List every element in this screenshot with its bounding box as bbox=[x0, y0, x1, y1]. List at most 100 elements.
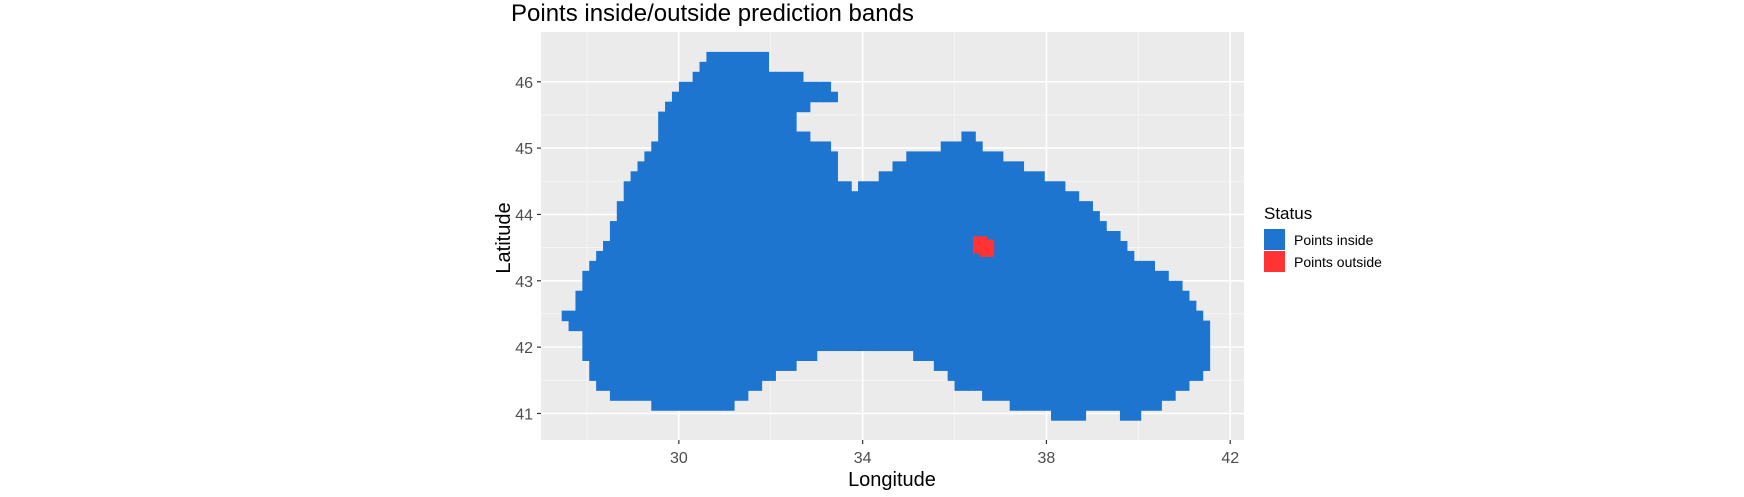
cell-inside bbox=[782, 191, 790, 202]
cell-inside bbox=[1002, 250, 1011, 262]
cell-inside bbox=[982, 380, 990, 391]
cell-inside bbox=[899, 340, 907, 352]
cell-inside bbox=[637, 250, 645, 262]
cell-inside bbox=[837, 340, 845, 352]
cell-inside bbox=[1188, 310, 1197, 322]
cell-inside bbox=[802, 300, 811, 312]
cell-inside bbox=[1002, 310, 1011, 322]
cell-inside bbox=[823, 141, 832, 153]
cell-inside bbox=[720, 300, 728, 312]
cell-inside bbox=[899, 270, 907, 282]
cell-inside bbox=[1085, 370, 1093, 381]
cell-inside bbox=[968, 181, 976, 192]
cell-inside bbox=[768, 280, 776, 292]
cell-inside bbox=[754, 380, 763, 391]
cell-outside bbox=[979, 236, 988, 247]
cell-inside bbox=[665, 270, 673, 282]
cell-inside bbox=[603, 310, 611, 322]
cell-inside bbox=[851, 201, 859, 212]
cell-inside bbox=[1030, 400, 1038, 411]
cell-inside bbox=[1195, 310, 1204, 322]
cell-inside bbox=[1071, 211, 1080, 222]
cell-inside bbox=[727, 71, 735, 83]
cell-inside bbox=[1092, 370, 1100, 381]
cell-inside bbox=[968, 221, 976, 232]
cell-inside bbox=[1140, 350, 1149, 361]
cell-inside bbox=[782, 181, 790, 192]
cell-inside bbox=[623, 250, 632, 262]
cell-inside bbox=[823, 211, 832, 222]
cell-inside bbox=[1030, 340, 1038, 352]
cell-inside bbox=[1161, 330, 1169, 342]
cell-inside bbox=[858, 231, 866, 242]
cell-inside bbox=[899, 181, 907, 192]
cell-inside bbox=[768, 161, 776, 172]
cell-inside bbox=[1113, 240, 1121, 252]
cell-inside bbox=[1016, 290, 1025, 302]
cell-inside bbox=[665, 370, 673, 381]
cell-inside bbox=[685, 250, 694, 262]
cell-inside bbox=[623, 211, 632, 222]
cell-inside bbox=[816, 250, 825, 262]
cell-inside bbox=[651, 360, 659, 371]
cell-inside bbox=[706, 380, 714, 391]
cell-inside bbox=[1126, 390, 1135, 401]
cell-inside bbox=[665, 300, 673, 312]
cell-inside bbox=[733, 231, 742, 242]
cell-inside bbox=[651, 181, 659, 192]
cell-inside bbox=[1154, 380, 1162, 391]
cell-inside bbox=[982, 151, 990, 162]
cell-inside bbox=[713, 51, 721, 63]
cell-inside bbox=[802, 91, 811, 103]
cell-inside bbox=[692, 270, 701, 282]
cell-inside bbox=[1126, 280, 1135, 292]
cell-inside bbox=[954, 151, 963, 162]
cell-inside bbox=[1044, 400, 1052, 411]
cell-inside bbox=[637, 270, 645, 282]
cell-inside bbox=[678, 310, 687, 322]
cell-inside bbox=[823, 310, 832, 322]
cell-inside bbox=[871, 191, 880, 202]
cell-inside bbox=[995, 330, 1004, 342]
cell-inside bbox=[1154, 320, 1162, 332]
cell-inside bbox=[995, 320, 1004, 332]
cell-inside bbox=[713, 201, 721, 212]
cell-inside bbox=[706, 51, 714, 63]
cell-inside bbox=[609, 390, 618, 401]
cell-inside bbox=[623, 350, 632, 361]
cell-inside bbox=[906, 231, 914, 242]
cell-inside bbox=[1037, 221, 1045, 232]
cell-inside bbox=[1175, 310, 1183, 322]
cell-inside bbox=[926, 330, 935, 342]
cell-inside bbox=[713, 250, 721, 262]
cell-inside bbox=[913, 300, 921, 312]
cell-inside bbox=[713, 171, 721, 182]
cell-inside bbox=[864, 290, 873, 302]
cell-inside bbox=[796, 161, 804, 172]
cell-inside bbox=[864, 270, 873, 282]
cell-inside bbox=[692, 360, 701, 371]
cell-inside bbox=[747, 231, 756, 242]
cell-inside bbox=[754, 161, 763, 172]
cell-inside bbox=[975, 270, 983, 282]
cell-inside bbox=[768, 191, 776, 202]
cell-inside bbox=[740, 270, 749, 282]
cell-inside bbox=[954, 141, 963, 153]
cell-inside bbox=[995, 221, 1004, 232]
cell-inside bbox=[926, 320, 935, 332]
cell-inside bbox=[851, 231, 859, 242]
cell-inside bbox=[761, 51, 770, 63]
cell-inside bbox=[899, 171, 907, 182]
cell-inside bbox=[685, 380, 694, 391]
cell-inside bbox=[1078, 330, 1087, 342]
cell-inside bbox=[1002, 171, 1011, 182]
cell-inside bbox=[1002, 380, 1011, 391]
cell-inside bbox=[761, 181, 770, 192]
cell-inside bbox=[754, 91, 763, 103]
cell-inside bbox=[809, 231, 818, 242]
cell-inside bbox=[954, 161, 963, 172]
cell-inside bbox=[920, 161, 928, 172]
cell-inside bbox=[816, 231, 825, 242]
cell-inside bbox=[1016, 370, 1025, 381]
cell-inside bbox=[954, 300, 963, 312]
